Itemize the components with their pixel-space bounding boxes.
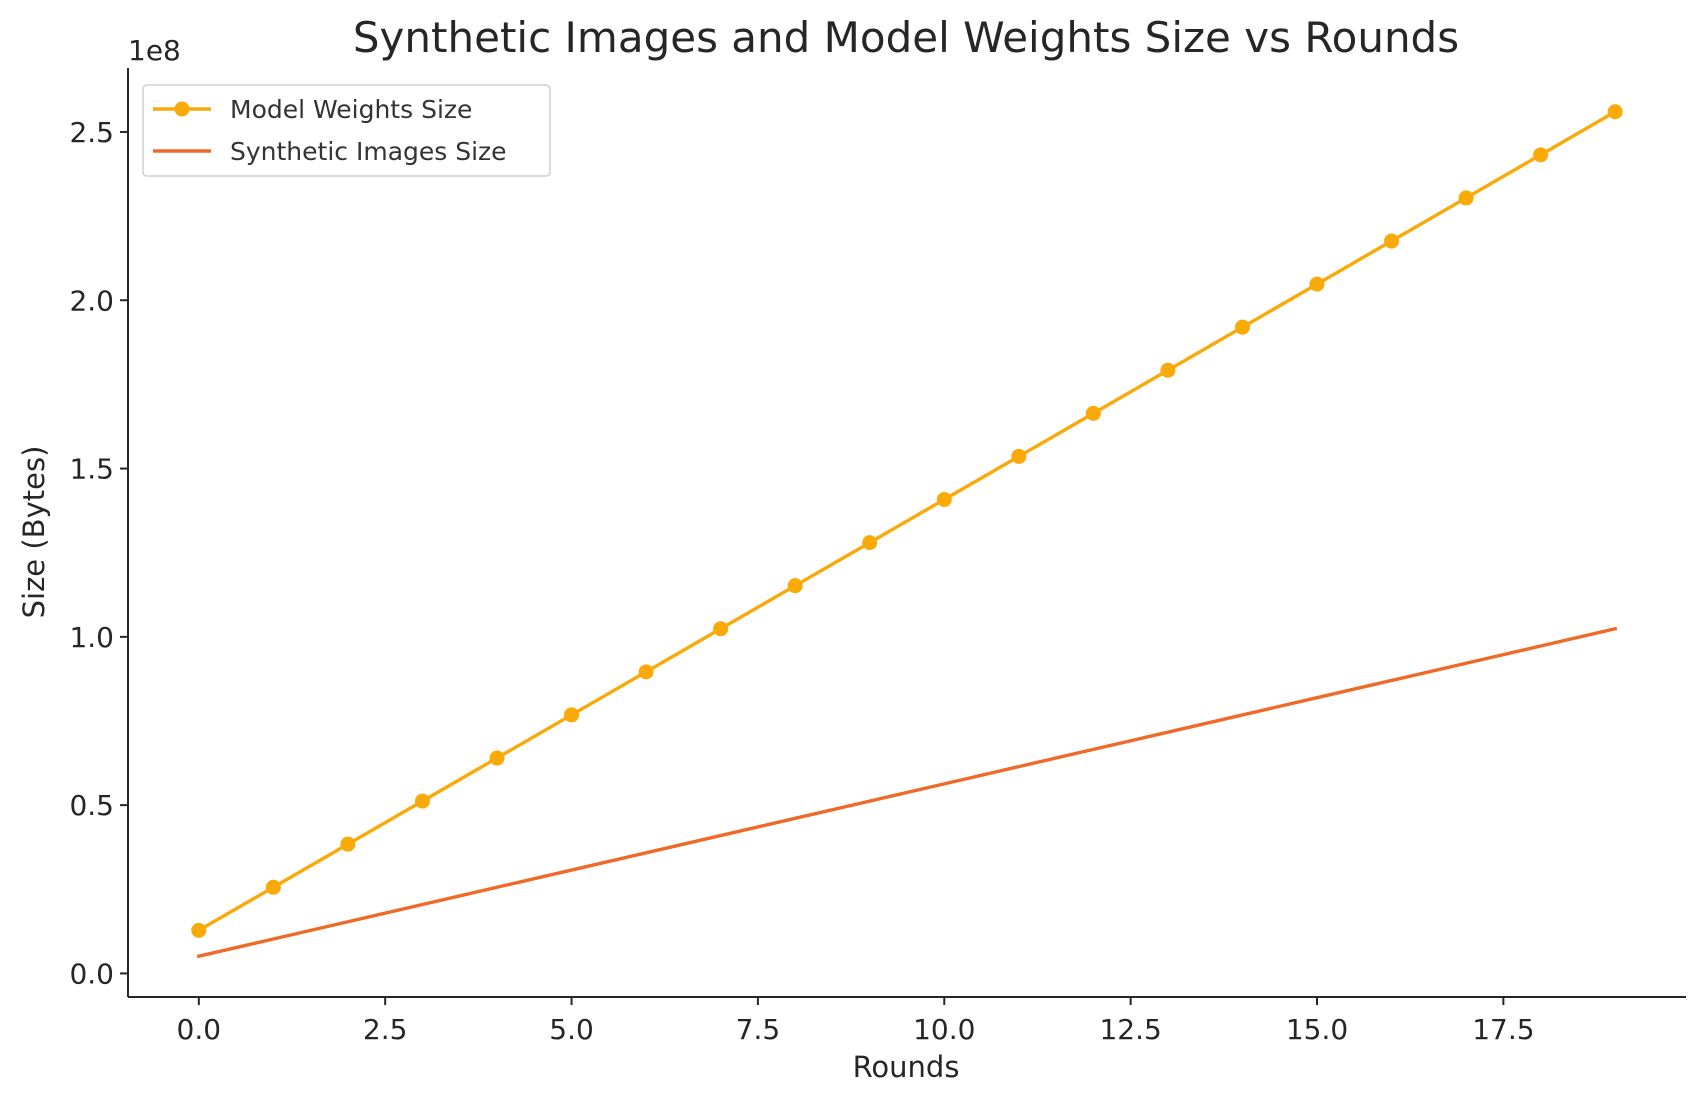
legend-frame [142, 84, 551, 177]
data-point [1011, 448, 1027, 464]
legend: Model Weights Size Synthetic Images Size [142, 84, 551, 177]
data-point [564, 707, 580, 723]
data-point [1533, 147, 1549, 163]
data-point [489, 750, 505, 766]
y-axis-ticks: 0.0 0.5 1.0 1.5 2.0 2.5 [69, 116, 128, 990]
legend-entry-synthetic-images: Synthetic Images Size [153, 137, 507, 166]
series-model-weights [191, 104, 1623, 938]
x-tick-label: 0.0 [177, 1013, 222, 1046]
data-point [936, 492, 952, 508]
legend-marker-model-weights [174, 101, 190, 117]
data-point [713, 621, 729, 637]
x-tick-label: 2.5 [363, 1013, 408, 1046]
data-point [787, 578, 803, 594]
x-axis-ticks: 0.0 2.5 5.0 7.5 10.0 12.5 15.0 17.5 [177, 997, 1535, 1046]
plot-area [191, 104, 1623, 959]
data-point [414, 793, 430, 809]
x-tick-label: 12.5 [1099, 1013, 1161, 1046]
y-tick-label: 1.5 [69, 453, 114, 486]
x-axis-label: Rounds [853, 1050, 960, 1084]
legend-label-synthetic-images: Synthetic Images Size [230, 137, 507, 166]
data-point [1234, 319, 1250, 335]
data-point [1160, 362, 1176, 378]
chart-title: Synthetic Images and Model Weights Size … [353, 13, 1459, 62]
data-point [1309, 276, 1325, 292]
y-tick-label: 1.0 [69, 621, 114, 654]
y-axis-offset-label: 1e8 [128, 34, 181, 67]
y-tick-label: 2.0 [69, 284, 114, 317]
x-tick-label: 17.5 [1472, 1013, 1534, 1046]
y-tick-label: 0.0 [69, 957, 114, 990]
legend-label-model-weights: Model Weights Size [230, 95, 472, 124]
x-tick-label: 15.0 [1286, 1013, 1348, 1046]
data-point [862, 535, 878, 551]
series-model-weights-line [196, 109, 1618, 933]
y-axis-label: Size (Bytes) [17, 446, 51, 619]
series-synthetic-images-line [196, 626, 1618, 959]
data-point [1384, 233, 1400, 249]
data-point [1458, 190, 1474, 206]
x-tick-label: 7.5 [736, 1013, 781, 1046]
x-tick-label: 10.0 [913, 1013, 975, 1046]
data-point [1607, 104, 1623, 120]
data-point [638, 664, 654, 680]
data-point [265, 879, 281, 895]
legend-entry-model-weights: Model Weights Size [153, 95, 472, 124]
data-point [191, 922, 207, 938]
data-point [1085, 405, 1101, 421]
series-synthetic-images [196, 626, 1618, 959]
x-tick-label: 5.0 [549, 1013, 594, 1046]
y-tick-label: 0.5 [69, 789, 114, 822]
y-tick-label: 2.5 [69, 116, 114, 149]
data-point [340, 836, 356, 852]
